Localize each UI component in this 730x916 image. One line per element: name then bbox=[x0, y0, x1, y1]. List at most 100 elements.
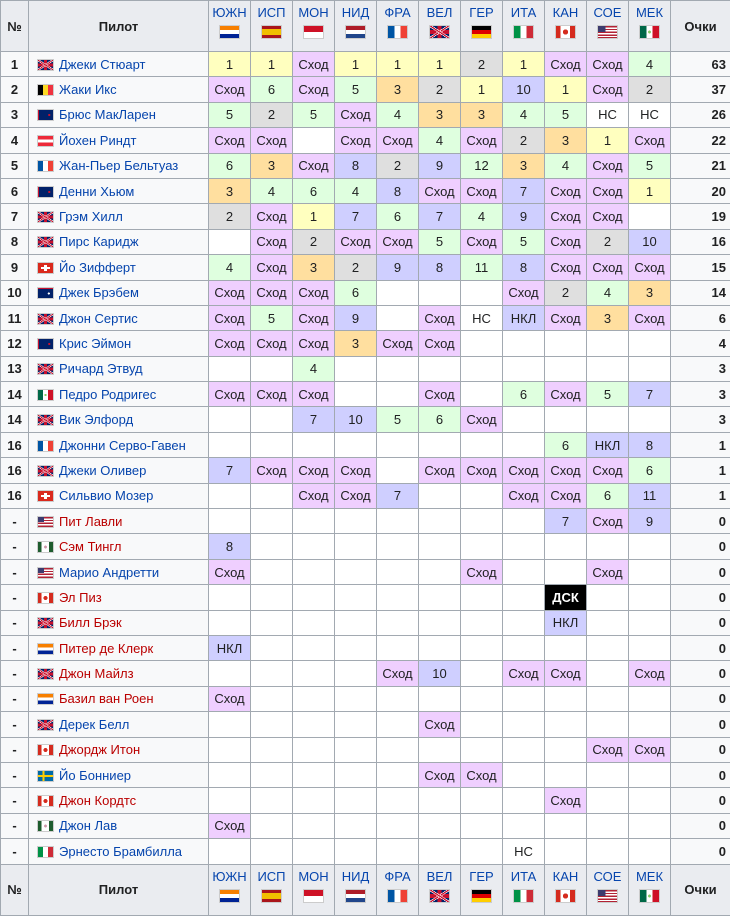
race-label[interactable]: НИД bbox=[335, 5, 376, 20]
driver-cell[interactable]: Педро Родригес bbox=[29, 382, 209, 407]
race-header-2[interactable]: МОН bbox=[293, 864, 335, 915]
race-label[interactable]: ЮЖН bbox=[209, 5, 250, 20]
driver-link[interactable]: Йохен Риндт bbox=[59, 133, 136, 148]
driver-link[interactable]: Марио Андретти bbox=[59, 565, 159, 580]
driver-cell[interactable]: Джонни Серво-Гавен bbox=[29, 432, 209, 457]
race-header-4[interactable]: ФРА bbox=[377, 864, 419, 915]
driver-link[interactable]: Джон Сертис bbox=[59, 311, 138, 326]
race-header-7[interactable]: ИТА bbox=[503, 1, 545, 52]
driver-cell[interactable]: Эл Пиз bbox=[29, 585, 209, 610]
race-label[interactable]: ВЕЛ bbox=[419, 869, 460, 884]
driver-cell[interactable]: Джон Лав bbox=[29, 813, 209, 838]
driver-link[interactable]: Йо Зифферт bbox=[59, 260, 136, 275]
driver-link[interactable]: Дерек Белл bbox=[59, 717, 129, 732]
race-header-6[interactable]: ГЕР bbox=[461, 864, 503, 915]
driver-cell[interactable]: Джон Майлз bbox=[29, 661, 209, 686]
race-label[interactable]: КАН bbox=[545, 869, 586, 884]
race-label[interactable]: НИД bbox=[335, 869, 376, 884]
race-label[interactable]: ИСП bbox=[251, 869, 292, 884]
race-header-4[interactable]: ФРА bbox=[377, 1, 419, 52]
driver-cell[interactable]: Жан-Пьер Бельтуаз bbox=[29, 153, 209, 178]
driver-cell[interactable]: Жаки Икс bbox=[29, 77, 209, 102]
driver-link[interactable]: Йо Бонниер bbox=[59, 768, 131, 783]
race-label[interactable]: ЮЖН bbox=[209, 869, 250, 884]
driver-link[interactable]: Крис Эймон bbox=[59, 336, 131, 351]
driver-cell[interactable]: Йо Бонниер bbox=[29, 762, 209, 787]
driver-link[interactable]: Брюс МакЛарен bbox=[59, 107, 156, 122]
race-label[interactable]: ИТА bbox=[503, 869, 544, 884]
driver-cell[interactable]: Джек Брэбем bbox=[29, 280, 209, 305]
driver-cell[interactable]: Йохен Риндт bbox=[29, 128, 209, 153]
driver-link[interactable]: Билл Брэк bbox=[59, 615, 122, 630]
race-header-1[interactable]: ИСП bbox=[251, 1, 293, 52]
driver-cell[interactable]: Дерек Белл bbox=[29, 712, 209, 737]
driver-cell[interactable]: Джеки Оливер bbox=[29, 458, 209, 483]
driver-cell[interactable]: Денни Хьюм bbox=[29, 178, 209, 203]
race-header-6[interactable]: ГЕР bbox=[461, 1, 503, 52]
race-label[interactable]: СОЕ bbox=[587, 5, 628, 20]
driver-cell[interactable]: Джеки Стюарт bbox=[29, 52, 209, 77]
driver-cell[interactable]: Грэм Хилл bbox=[29, 204, 209, 229]
race-header-7[interactable]: ИТА bbox=[503, 864, 545, 915]
driver-link[interactable]: Джон Лав bbox=[59, 818, 117, 833]
race-label[interactable]: МОН bbox=[293, 5, 334, 20]
driver-cell[interactable]: Джордж Итон bbox=[29, 737, 209, 762]
race-label[interactable]: ФРА bbox=[377, 869, 418, 884]
race-header-3[interactable]: НИД bbox=[335, 1, 377, 52]
race-label[interactable]: ВЕЛ bbox=[419, 5, 460, 20]
race-header-2[interactable]: МОН bbox=[293, 1, 335, 52]
driver-link[interactable]: Пит Лавли bbox=[59, 514, 122, 529]
race-label[interactable]: ФРА bbox=[377, 5, 418, 20]
driver-cell[interactable]: Пит Лавли bbox=[29, 509, 209, 534]
driver-cell[interactable]: Сильвио Мозер bbox=[29, 483, 209, 508]
driver-cell[interactable]: Эрнесто Брамбилла bbox=[29, 839, 209, 864]
driver-link[interactable]: Джордж Итон bbox=[59, 742, 140, 757]
driver-cell[interactable]: Питер де Клерк bbox=[29, 635, 209, 660]
driver-cell[interactable]: Базил ван Роен bbox=[29, 686, 209, 711]
driver-cell[interactable]: Вик Элфорд bbox=[29, 407, 209, 432]
driver-link[interactable]: Эл Пиз bbox=[59, 590, 102, 605]
driver-link[interactable]: Ричард Этвуд bbox=[59, 361, 143, 376]
driver-link[interactable]: Джеки Оливер bbox=[59, 463, 146, 478]
race-header-0[interactable]: ЮЖН bbox=[209, 1, 251, 52]
driver-cell[interactable]: Сэм Тингл bbox=[29, 534, 209, 559]
driver-link[interactable]: Джон Майлз bbox=[59, 666, 134, 681]
driver-cell[interactable]: Билл Брэк bbox=[29, 610, 209, 635]
driver-link[interactable]: Джон Кордтс bbox=[59, 793, 136, 808]
race-label[interactable]: МЕК bbox=[629, 5, 670, 20]
driver-link[interactable]: Базил ван Роен bbox=[59, 691, 154, 706]
race-label[interactable]: МОН bbox=[293, 869, 334, 884]
race-label[interactable]: ГЕР bbox=[461, 869, 502, 884]
race-header-10[interactable]: МЕК bbox=[629, 864, 671, 915]
driver-link[interactable]: Жаки Икс bbox=[59, 82, 117, 97]
driver-link[interactable]: Джек Брэбем bbox=[59, 285, 139, 300]
race-header-10[interactable]: МЕК bbox=[629, 1, 671, 52]
race-label[interactable]: ГЕР bbox=[461, 5, 502, 20]
race-label[interactable]: ИСП bbox=[251, 5, 292, 20]
driver-link[interactable]: Джеки Стюарт bbox=[59, 57, 146, 72]
race-header-0[interactable]: ЮЖН bbox=[209, 864, 251, 915]
race-header-9[interactable]: СОЕ bbox=[587, 864, 629, 915]
driver-link[interactable]: Эрнесто Брамбилла bbox=[59, 844, 182, 859]
driver-link[interactable]: Жан-Пьер Бельтуаз bbox=[59, 158, 178, 173]
driver-link[interactable]: Питер де Клерк bbox=[59, 641, 153, 656]
driver-cell[interactable]: Джон Сертис bbox=[29, 305, 209, 330]
driver-link[interactable]: Сильвио Мозер bbox=[59, 488, 153, 503]
driver-link[interactable]: Сэм Тингл bbox=[59, 539, 121, 554]
race-header-5[interactable]: ВЕЛ bbox=[419, 864, 461, 915]
driver-cell[interactable]: Йо Зифферт bbox=[29, 255, 209, 280]
race-header-8[interactable]: КАН bbox=[545, 864, 587, 915]
driver-link[interactable]: Вик Элфорд bbox=[59, 412, 133, 427]
race-header-5[interactable]: ВЕЛ bbox=[419, 1, 461, 52]
race-label[interactable]: ИТА bbox=[503, 5, 544, 20]
driver-cell[interactable]: Крис Эймон bbox=[29, 331, 209, 356]
race-label[interactable]: СОЕ bbox=[587, 869, 628, 884]
driver-link[interactable]: Денни Хьюм bbox=[59, 184, 134, 199]
driver-cell[interactable]: Марио Андретти bbox=[29, 559, 209, 584]
race-label[interactable]: МЕК bbox=[629, 869, 670, 884]
driver-cell[interactable]: Пирс Каридж bbox=[29, 229, 209, 254]
driver-link[interactable]: Педро Родригес bbox=[59, 387, 156, 402]
driver-link[interactable]: Джонни Серво-Гавен bbox=[59, 438, 186, 453]
race-header-3[interactable]: НИД bbox=[335, 864, 377, 915]
driver-cell[interactable]: Ричард Этвуд bbox=[29, 356, 209, 381]
